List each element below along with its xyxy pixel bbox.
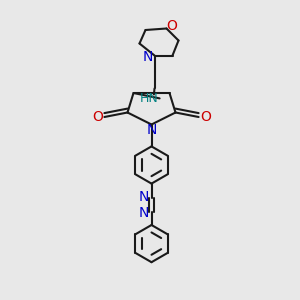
Text: HN: HN <box>140 92 158 105</box>
Text: N: N <box>138 206 148 220</box>
Text: O: O <box>166 20 177 33</box>
Text: N: N <box>146 123 157 137</box>
Text: N: N <box>138 190 148 204</box>
Text: O: O <box>200 110 211 124</box>
Text: O: O <box>92 110 103 124</box>
Text: N: N <box>143 50 153 64</box>
